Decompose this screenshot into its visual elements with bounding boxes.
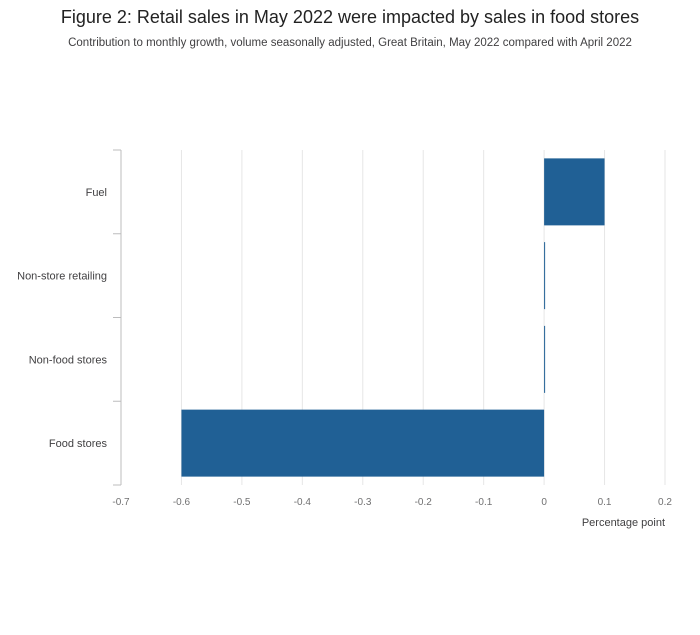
x-tick-label: 0 <box>541 497 547 508</box>
x-tick-label: 0.2 <box>658 497 672 508</box>
x-tick-label: 0.1 <box>598 497 612 508</box>
category-label: Non-food stores <box>29 354 108 366</box>
bar <box>181 409 545 477</box>
category-label: Non-store retailing <box>17 271 107 283</box>
x-tick-label: -0.2 <box>415 497 433 508</box>
bars <box>181 158 605 477</box>
bar <box>544 242 546 310</box>
x-tick-label: -0.4 <box>294 497 312 508</box>
x-tick-label: -0.7 <box>112 497 130 508</box>
chart-subtitle: Contribution to monthly growth, volume s… <box>68 37 632 49</box>
x-axis-title: Percentage point <box>582 517 665 529</box>
chart-title: Figure 2: Retail sales in May 2022 were … <box>60 7 640 27</box>
x-tick-label: -0.5 <box>233 497 251 508</box>
x-tick-label: -0.3 <box>354 497 372 508</box>
bar <box>544 158 605 226</box>
x-tick-label: -0.6 <box>173 497 191 508</box>
labels: -0.7 -0.6 -0.5 -0.4 -0.3 -0.2 -0.1 0 0.1 0.2 Fuel N… <box>17 187 672 529</box>
category-label: Food stores <box>49 438 108 450</box>
x-tick-label: -0.1 <box>475 497 493 508</box>
axes <box>113 149 122 486</box>
category-label: Fuel <box>86 187 107 199</box>
bar <box>544 325 546 393</box>
